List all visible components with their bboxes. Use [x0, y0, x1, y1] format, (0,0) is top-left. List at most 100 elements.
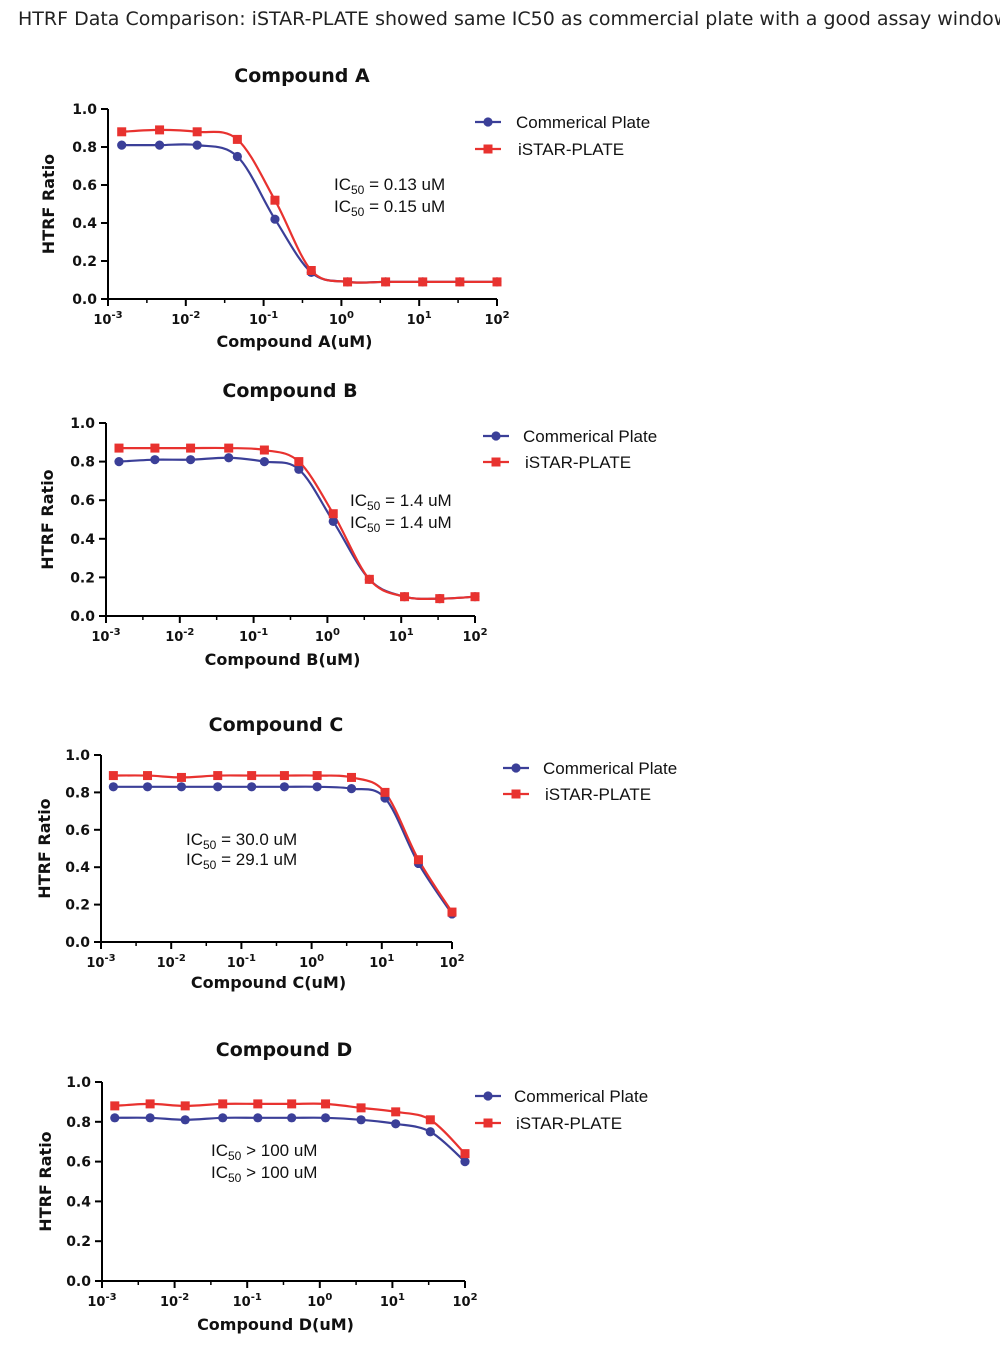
y-tick-label: 0.0	[65, 935, 90, 951]
data-point-commercial	[460, 1157, 470, 1167]
chart-compound-c: Compound C 0.0 0.2 0.4 0.6 0.8 1.0 10-3 10-2 10-1…	[35, 714, 677, 992]
x-tick-label: 101	[407, 310, 432, 328]
data-point-istar	[328, 509, 338, 519]
data-point-istar	[287, 1099, 297, 1109]
data-point-istar	[418, 277, 428, 287]
data-point-commercial	[150, 455, 160, 465]
y-tick-label: 0.8	[72, 140, 97, 156]
x-tick-label: 102	[452, 1292, 477, 1310]
data-point-commercial	[224, 453, 234, 463]
x-tick-label: 102	[462, 627, 487, 645]
data-point-commercial	[180, 1115, 190, 1125]
x-tick-label: 10-3	[91, 627, 120, 645]
chart-title: Compound D	[216, 1039, 353, 1061]
y-tick-label: 0.2	[70, 570, 95, 586]
data-point-istar	[176, 772, 186, 782]
data-point-istar	[110, 1101, 120, 1111]
legend-label: Commerical Plate	[514, 1087, 648, 1106]
y-tick-label: 0.4	[65, 860, 90, 876]
x-tick-label: 100	[307, 1292, 332, 1310]
y-axis-label: HTRF Ratio	[38, 469, 57, 569]
ic50-annotation: IC50 = 1.4 uM	[350, 491, 452, 513]
y-axis-label: HTRF Ratio	[35, 798, 54, 898]
data-point-commercial	[391, 1119, 401, 1129]
x-tick-label: 100	[299, 953, 324, 971]
x-tick-label: 10-3	[86, 953, 115, 971]
legend-marker	[511, 763, 521, 773]
data-point-istar	[364, 574, 374, 584]
data-point-commercial	[145, 1113, 155, 1123]
x-tick-label: 10-2	[157, 953, 186, 971]
x-tick-label: 10-3	[93, 310, 122, 328]
y-axis-label: HTRF Ratio	[39, 154, 58, 254]
data-point-istar	[381, 277, 391, 287]
data-point-commercial	[154, 140, 165, 150]
data-point-commercial	[312, 782, 322, 792]
data-point-istar	[270, 195, 280, 205]
x-tick-label: 102	[484, 310, 509, 328]
data-point-commercial	[287, 1113, 297, 1123]
data-point-istar	[114, 443, 124, 453]
data-point-commercial	[253, 1113, 263, 1123]
data-point-commercial	[294, 464, 304, 474]
x-tick-label: 100	[329, 310, 354, 328]
y-tick-label: 0.2	[65, 898, 90, 914]
data-point-commercial	[279, 782, 290, 792]
legend-marker	[491, 431, 501, 441]
data-point-istar	[232, 134, 242, 144]
legend-label: iSTAR-PLATE	[525, 453, 631, 472]
legend-label: iSTAR-PLATE	[518, 140, 624, 159]
y-tick-label: 0.6	[65, 823, 90, 839]
x-axis-label: Compound B(uM)	[205, 650, 361, 669]
data-point-commercial	[213, 782, 223, 792]
x-tick-label: 101	[380, 1292, 405, 1310]
data-point-istar	[460, 1149, 470, 1159]
y-tick-label: 0.6	[72, 178, 97, 194]
x-tick-label: 102	[439, 953, 464, 971]
x-axis-label: Compound A(uM)	[217, 332, 373, 351]
y-tick-label: 1.0	[65, 748, 90, 764]
legend-label: iSTAR-PLATE	[516, 1114, 622, 1133]
y-tick-label: 0.4	[70, 532, 95, 548]
y-tick-label: 0.0	[70, 609, 95, 625]
data-point-commercial	[259, 457, 269, 467]
data-point-istar	[279, 771, 289, 781]
y-tick-label: 1.0	[72, 102, 97, 118]
x-tick-label: 10-1	[239, 627, 268, 645]
y-tick-label: 0.6	[70, 493, 95, 509]
y-tick-label: 1.0	[66, 1075, 91, 1091]
data-point-commercial	[328, 516, 338, 527]
data-point-istar	[321, 1099, 331, 1109]
data-point-commercial	[270, 214, 280, 224]
chart-compound-b: Compound B 0.0 0.2 0.4 0.6 0.8 1.0 10-3 10-2 10-1…	[38, 380, 657, 669]
data-point-istar	[343, 277, 353, 287]
data-point-istar	[224, 443, 234, 453]
ic50-annotation: IC50 = 30.0 uM	[186, 830, 297, 852]
y-tick-label: 0.8	[66, 1115, 91, 1131]
data-point-istar	[213, 771, 223, 781]
y-tick-label: 1.0	[70, 416, 95, 432]
x-tick-label: 10-1	[233, 1292, 262, 1310]
y-tick-label: 0.2	[66, 1234, 91, 1250]
data-point-commercial	[110, 1113, 120, 1123]
data-point-commercial	[176, 782, 187, 792]
data-point-commercial	[232, 151, 242, 162]
ic50-annotation: IC50 = 0.15 uM	[334, 197, 445, 219]
data-point-istar	[247, 771, 257, 781]
data-point-istar	[447, 907, 457, 917]
y-tick-label: 0.2	[72, 254, 97, 270]
y-tick-label: 0.4	[66, 1194, 91, 1210]
data-point-istar	[380, 787, 390, 797]
data-point-commercial	[114, 457, 124, 467]
data-point-commercial	[320, 1113, 331, 1123]
chart-title: Compound C	[209, 714, 344, 736]
legend-marker	[491, 457, 501, 467]
chart-compound-a: Compound A 0.0 0.2 0.4 0.6 0.8 1.0 10-3 10-2 10-1…	[39, 65, 650, 351]
data-point-istar	[192, 127, 202, 137]
x-axis-label: Compound D(uM)	[197, 1315, 354, 1334]
legend-label: iSTAR-PLATE	[545, 785, 651, 804]
x-tick-label: 10-3	[87, 1292, 116, 1310]
data-point-istar	[435, 594, 445, 604]
data-point-istar	[150, 443, 160, 453]
data-point-commercial	[425, 1127, 435, 1137]
